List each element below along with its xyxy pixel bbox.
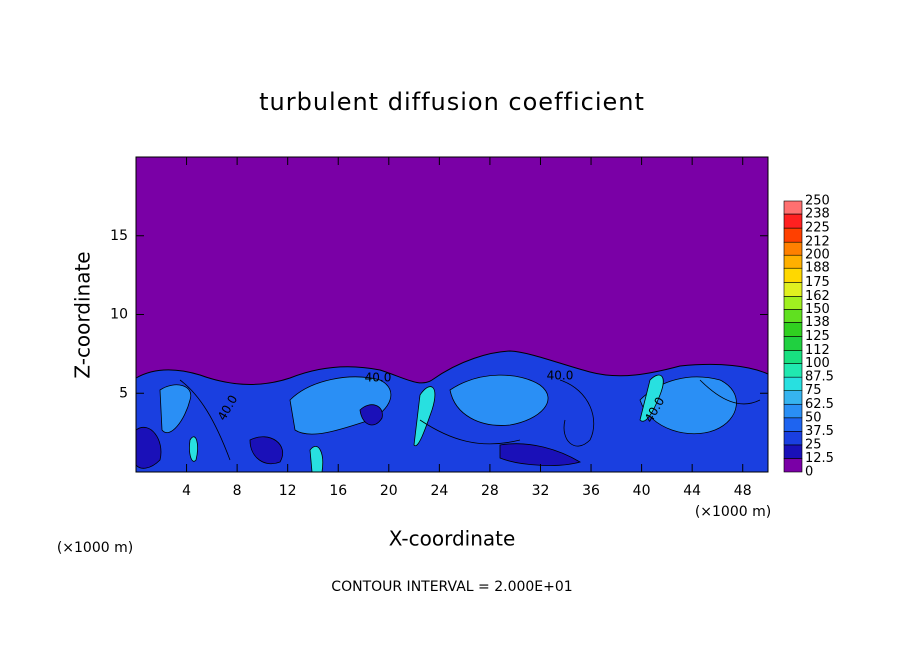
colorbar-cell xyxy=(783,431,803,446)
colorbar-cell xyxy=(783,254,803,269)
x-tick-label: 16 xyxy=(329,483,347,499)
colorbar-label: 238 xyxy=(805,207,830,222)
x-tick-label: 8 xyxy=(233,483,242,499)
colorbar-label: 87.5 xyxy=(805,370,834,385)
y-tick-label: 10 xyxy=(110,307,128,323)
colorbar-cell xyxy=(783,390,803,405)
colorbar-label: 150 xyxy=(805,302,830,317)
colorbar-label: 12.5 xyxy=(805,451,834,466)
x-tick-label: 48 xyxy=(734,483,752,499)
colorbar-cell xyxy=(783,403,803,419)
field-patch xyxy=(159,374,737,435)
field-region xyxy=(135,350,769,473)
colorbar-cell xyxy=(783,200,803,215)
colorbar-label: 100 xyxy=(805,356,830,371)
colorbar-label: 112 xyxy=(805,343,830,358)
field-contour xyxy=(179,379,761,461)
colorbar-label: 138 xyxy=(805,315,830,330)
colorbar-label: 0 xyxy=(805,465,813,480)
colorbar-label: 175 xyxy=(805,275,830,290)
colorbar-cell xyxy=(783,363,803,378)
x-tick-label: 44 xyxy=(683,483,701,499)
field-patch-dark xyxy=(135,404,581,469)
x-tick-label: 20 xyxy=(380,483,398,499)
y-tick-label: 15 xyxy=(110,228,128,244)
colorbar-cell xyxy=(783,296,803,310)
colorbar-cell xyxy=(783,309,803,323)
colorbar-cell xyxy=(783,322,803,337)
colorbar-cell xyxy=(783,336,803,351)
colorbar-label: 50 xyxy=(805,410,822,425)
x-tick-label: 12 xyxy=(279,483,297,499)
colorbar-cell xyxy=(783,350,803,364)
colorbar-label: 125 xyxy=(805,329,830,344)
colorbar-cell xyxy=(783,213,803,229)
colorbar-cell xyxy=(783,241,803,256)
colorbar-label: 225 xyxy=(805,221,830,236)
colorbar-cell xyxy=(783,376,803,391)
x-tick-label: 28 xyxy=(481,483,499,499)
x-tick-label: 24 xyxy=(430,483,448,499)
colorbar-label: 75 xyxy=(805,383,822,398)
colorbar-cell xyxy=(783,281,803,297)
colorbar-label: 200 xyxy=(805,248,830,263)
colorbar-cell xyxy=(783,444,803,459)
field xyxy=(135,157,769,473)
colorbar-label: 62.5 xyxy=(805,397,834,412)
contour-label: 40.0 xyxy=(365,371,392,385)
colorbar-label: 25 xyxy=(805,437,822,452)
colorbar-label: 37.5 xyxy=(805,424,834,439)
x-tick-label: 4 xyxy=(182,483,191,499)
x-unit-label: (×1000 m) xyxy=(57,540,133,556)
y-tick-label: 5 xyxy=(119,385,128,401)
chart-title: turbulent diffusion coefficient xyxy=(259,88,645,116)
colorbar-cell xyxy=(783,227,803,243)
contour-label: 40.0 xyxy=(547,369,574,383)
colorbar-cell xyxy=(783,417,803,432)
x-axis-title: X-coordinate xyxy=(389,527,516,551)
colorbar-label: 162 xyxy=(805,289,830,304)
colorbar-cell xyxy=(783,458,803,473)
field-patch-light xyxy=(189,374,664,473)
colorbar-label: 212 xyxy=(805,235,830,250)
x-tick-label: 40 xyxy=(633,483,651,499)
y-axis-title: Z-coordinate xyxy=(71,251,95,378)
colorbar-cell xyxy=(783,267,803,283)
x-tick-label: 32 xyxy=(532,483,550,499)
colorbar-label: 250 xyxy=(805,194,830,209)
x-tick-label: 36 xyxy=(582,483,600,499)
x-unit-label: (×1000 m) xyxy=(695,504,771,520)
footer-note: CONTOUR INTERVAL = 2.000E+01 xyxy=(331,579,572,595)
colorbar-label: 188 xyxy=(805,261,830,276)
